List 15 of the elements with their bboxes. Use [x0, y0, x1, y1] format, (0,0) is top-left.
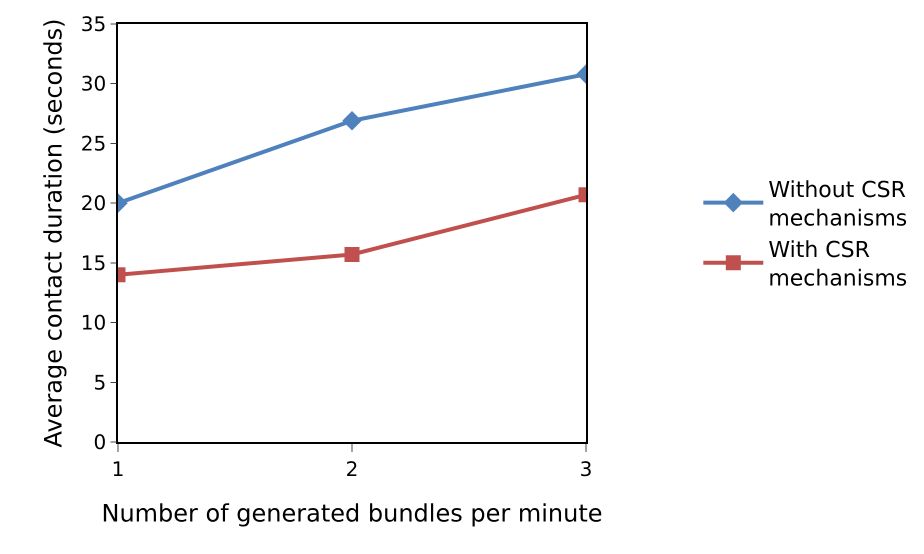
y-tick-label: 35: [80, 12, 106, 36]
legend-label: With CSR mechanisms: [768, 238, 908, 292]
y-tick-label: 0: [94, 430, 106, 454]
y-tick-label: 30: [80, 72, 106, 96]
y-tick-label: 10: [80, 310, 106, 335]
y-axis-title: Average contact duration (seconds): [39, 18, 68, 448]
legend-label: Without CSR mechanisms: [768, 178, 908, 232]
x-axis-title: Number of generated bundles per minute: [102, 500, 602, 528]
x-tick-label: 3: [580, 456, 592, 481]
x-tick-label: 1: [112, 456, 124, 481]
y-tick-label: 25: [80, 131, 106, 156]
y-tick-label: 15: [80, 250, 106, 275]
y-tick-label: 5: [94, 370, 106, 394]
y-tick-label: 20: [80, 191, 106, 216]
x-tick-label: 2: [346, 456, 358, 481]
